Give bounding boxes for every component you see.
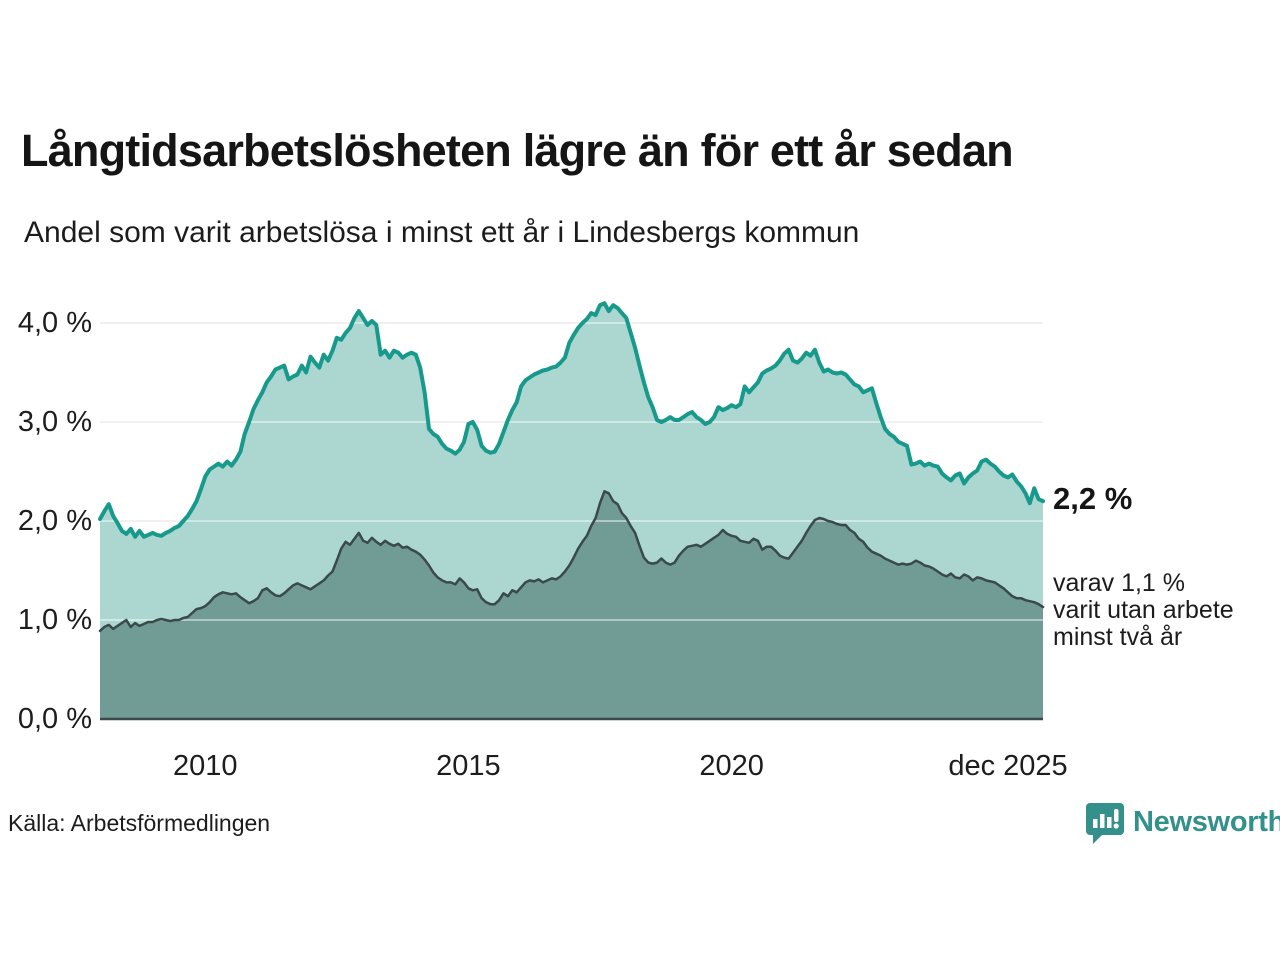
x-tick-label: 2010 bbox=[172, 750, 238, 782]
newsworthy-logo-icon bbox=[1086, 803, 1124, 844]
chart-title: Långtidsarbetslösheten lägre än för ett … bbox=[21, 125, 1014, 176]
x-tick-label: 2020 bbox=[699, 750, 764, 782]
y-tick-label: 1,0 % bbox=[17, 604, 92, 636]
x-tick-label: dec 2025 bbox=[948, 750, 1068, 782]
newsworthy-logo: Newsworthy bbox=[1086, 802, 1280, 850]
two-year-annotation: varav 1,1 % varit utan arbete minst två … bbox=[1053, 569, 1234, 651]
area-chart-plot bbox=[98, 301, 1045, 721]
y-tick-label: 2,0 % bbox=[17, 505, 92, 537]
series-area-two-year bbox=[100, 491, 1043, 719]
x-tick-label: 2015 bbox=[436, 750, 501, 782]
source-attribution: Källa: Arbetsförmedlingen bbox=[8, 810, 271, 836]
latest-value-label: 2,2 % bbox=[1053, 481, 1133, 516]
y-tick-label: 3,0 % bbox=[17, 406, 92, 438]
series-line-one-year bbox=[98, 301, 1045, 539]
series-line-two-year bbox=[98, 490, 1045, 633]
y-tick-label: 4,0 % bbox=[17, 307, 92, 339]
newsworthy-logo-text: Newsworthy bbox=[1133, 806, 1280, 838]
y-tick-label: 0,0 % bbox=[17, 703, 92, 735]
chart-subtitle: Andel som varit arbetslösa i minst ett å… bbox=[24, 216, 860, 249]
